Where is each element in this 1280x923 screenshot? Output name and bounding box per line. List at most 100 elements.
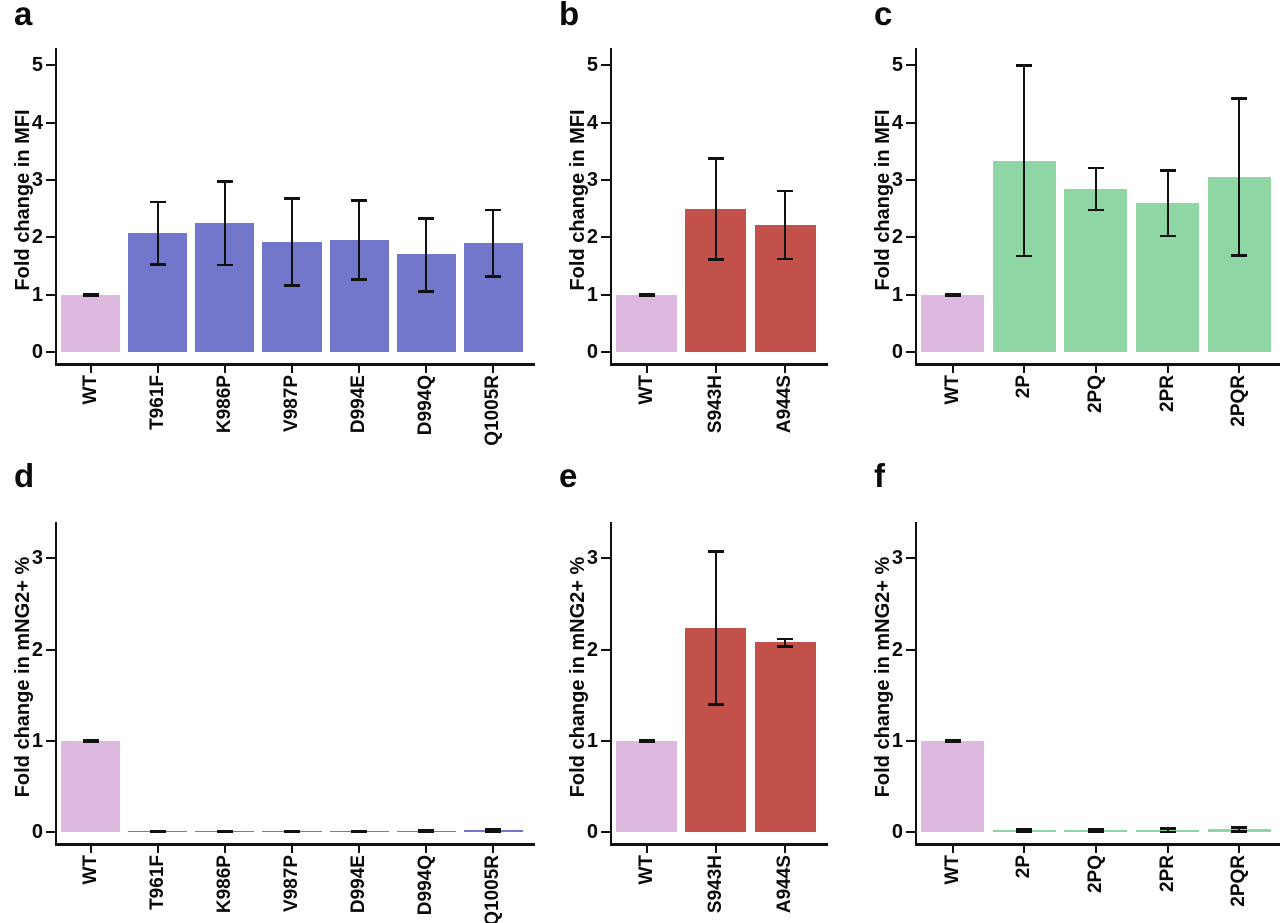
error-bar-D994E [358,200,361,280]
error-cap-bottom-2P [1016,830,1033,833]
error-cap-top-2PR [1159,169,1176,172]
bar-WT [921,740,985,832]
error-cap-top-2PQ [1088,828,1104,831]
x-tick [492,845,495,853]
x-tick [223,365,226,373]
y-tick [906,64,915,67]
y-tick [906,648,915,651]
y-axis-title: Fold change in MFI [567,109,589,291]
y-axis-line [914,522,917,846]
panel-b: b 0 1 2 3 4 5 Fold change in MFI WT S943H A944S [545,0,860,462]
y-tick [906,236,915,239]
x-category-label-Q1005R: Q1005R [482,855,504,923]
error-cap-bottom-WT [82,294,99,297]
error-bar-S943H [715,551,717,705]
x-tick [425,365,428,373]
x-tick [1166,365,1169,373]
error-cap-top-A944S [777,637,794,641]
chart-b: 0 1 2 3 4 5 Fold change in MFI WT S943H A944S [545,0,860,462]
x-axis-line [914,843,1280,846]
y-tick [46,64,55,67]
y-axis-line [54,522,57,846]
y-tick [906,121,915,124]
y-tick-label: 1 [31,729,43,752]
y-tick-label: 5 [586,54,598,77]
y-tick-label: 0 [586,341,598,363]
x-tick [1238,365,1241,373]
x-tick [1166,845,1169,853]
y-tick-label: 1 [31,283,43,306]
error-cap-bottom-T961F [149,263,166,266]
error-bar-A944S [784,638,787,646]
error-cap-bottom-Q1005R [485,830,502,833]
x-category-label-2PR: 2PR [1156,855,1178,892]
y-tick [601,121,610,124]
y-tick [906,351,915,353]
x-tick [784,365,787,373]
y-tick-label: 1 [586,283,598,306]
bar-WT [61,740,121,832]
x-axis-line [54,843,535,846]
x-tick [358,365,361,373]
x-tick [89,845,92,853]
error-cap-top-D994Q [418,829,435,832]
y-tick [46,557,55,560]
chart-e: 0 1 2 3 Fold change in mNG2+ % WT S943H A944S [545,462,860,923]
y-tick-label: 5 [31,54,43,77]
x-tick [1023,845,1026,853]
y-axis-title: Fold change in MFI [872,109,894,291]
error-cap-top-2P [1016,64,1033,67]
x-category-label-2PQR: 2PQR [1228,375,1250,427]
x-category-label-WT: WT [941,375,963,405]
x-category-label-A944S: A944S [774,375,796,434]
error-cap-bottom-2PR [1159,830,1176,834]
x-tick [645,365,648,373]
error-bar-2PR [1166,170,1169,236]
error-cap-top-S943H [708,157,724,160]
error-cap-top-2PQR [1231,826,1248,829]
error-cap-top-A944S [777,189,794,193]
y-tick [601,236,610,239]
y-tick-label: 2 [891,638,903,661]
y-tick [46,293,55,296]
error-cap-top-T961F [149,200,166,204]
x-category-label-T961F: T961F [146,375,168,430]
y-tick-label: 3 [891,547,903,570]
error-cap-bottom-2PQR [1231,254,1248,257]
x-axis-line [914,363,1280,366]
panel-letter-a: a [14,0,33,32]
bar-WT [616,740,678,832]
x-tick [358,845,361,853]
y-axis-line [914,48,917,366]
y-tick [46,739,55,742]
error-cap-top-2PQR [1231,97,1248,100]
y-axis-line [609,522,612,846]
x-tick [89,365,92,373]
error-cap-bottom-K986P [216,830,233,834]
error-bar-Q1005R [492,209,495,277]
y-tick [906,831,915,833]
x-tick [291,365,293,373]
y-tick-label: 1 [891,283,903,306]
y-tick-label: 3 [891,168,903,191]
x-axis-line [609,843,828,846]
error-cap-bottom-WT [944,294,961,297]
y-tick-label: 0 [586,821,598,843]
y-tick [601,293,610,296]
x-category-label-S943H: S943H [705,855,726,914]
panel-f: f 0 1 2 3 Fold change in mNG2+ % WT 2P 2PQ 2PR 2P… [860,457,1280,923]
y-axis-title: Fold change in mNG2+ % [12,556,34,798]
x-tick [291,845,293,853]
y-tick-label: 2 [891,226,903,249]
y-tick [601,351,610,353]
y-tick-label: 3 [31,547,43,570]
error-bar-A944S [784,190,787,259]
x-tick [1095,845,1097,853]
panel-letter-b: b [559,0,580,32]
y-axis-title: Fold change in mNG2+ % [567,556,589,798]
y-tick-label: 0 [891,341,903,363]
x-tick [645,845,648,853]
error-cap-bottom-WT [638,740,655,744]
y-tick-label: 4 [31,111,43,134]
